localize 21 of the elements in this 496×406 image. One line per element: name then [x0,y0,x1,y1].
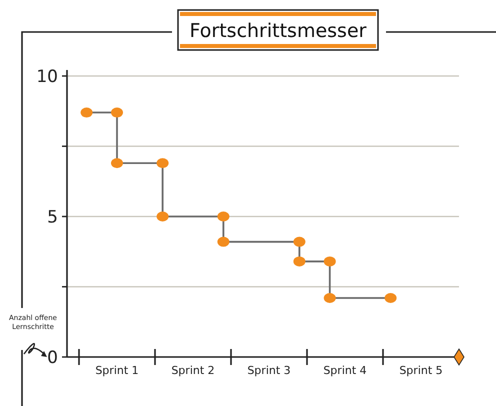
point [217,212,230,222]
x-tick-label: Sprint 2 [171,364,215,377]
point [324,256,336,266]
point [156,212,169,222]
point [111,158,123,168]
point [217,236,230,247]
point [156,158,169,168]
y-tick-label: 10 [36,66,58,87]
point [293,236,306,247]
x-tick-label: Sprint 5 [399,364,443,377]
x-tick-label: Sprint 1 [95,364,139,377]
point [293,256,306,266]
x-tick-label: Sprint 4 [323,364,367,377]
x-tick-label: Sprint 3 [247,364,291,377]
y-tick-label: 0 [47,348,58,368]
point [80,108,93,118]
chart-title: Fortschrittsmesser [190,20,367,42]
point [111,108,123,118]
point [324,292,336,303]
y-tick-label: 5 [47,207,58,228]
point [384,292,397,303]
